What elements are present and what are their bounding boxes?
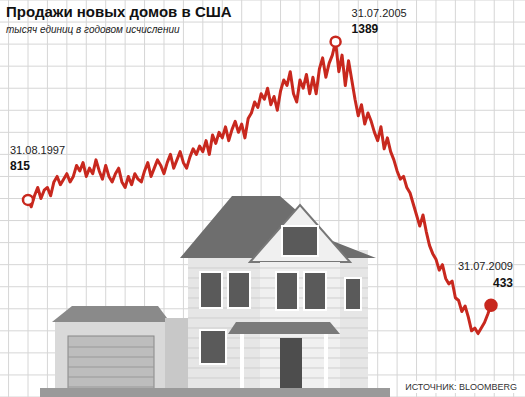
series-line — [28, 42, 491, 334]
garage-wall — [55, 322, 167, 392]
grid-line-x — [416, 0, 417, 397]
subtitle: тысяч единиц в годовом исчислении — [6, 24, 180, 35]
garage-door-line — [68, 367, 154, 368]
house-illustration — [40, 196, 390, 397]
grid-line-y — [0, 66, 525, 67]
window — [200, 330, 226, 364]
grid-line-y — [0, 0, 525, 1]
garage-door — [68, 336, 154, 392]
house-wall — [188, 250, 368, 392]
porch-post — [240, 334, 244, 392]
point-marker — [23, 195, 33, 205]
grid-line-x — [494, 0, 495, 397]
annotations: 31.08.1997 815 31.07.2005 1389 31.07.2009 433 — [10, 7, 513, 291]
siding-line — [188, 378, 368, 379]
porch-post — [324, 334, 328, 392]
garage-door-line — [68, 387, 154, 388]
grid-line-y — [0, 88, 525, 89]
grid-line-x — [455, 0, 456, 397]
value-label: 433 — [493, 276, 513, 290]
grid-line-x — [513, 0, 514, 397]
ground — [40, 388, 390, 397]
grid-line-y — [0, 44, 525, 45]
siding-line — [188, 318, 368, 319]
garage-door-line — [68, 377, 154, 378]
window — [228, 272, 250, 308]
background — [0, 0, 525, 397]
chart: 31.08.1997 815 31.07.2005 1389 31.07.2009 433… — [0, 0, 525, 397]
date-label: 31.07.2005 — [352, 7, 407, 19]
window — [304, 272, 326, 310]
title: Продажи новых домов в США — [6, 3, 232, 20]
grid-line-y — [0, 132, 525, 133]
grid — [0, 0, 525, 397]
garage-door-line — [68, 347, 154, 348]
date-label: 31.08.1997 — [10, 144, 65, 156]
point-marker — [331, 37, 341, 47]
grid-line-y — [0, 176, 525, 177]
window — [200, 272, 222, 308]
window — [345, 278, 361, 310]
siding-line — [188, 368, 368, 369]
grid-line-x — [397, 0, 398, 397]
house-connector — [165, 318, 190, 392]
gable — [250, 205, 350, 262]
plot-area — [28, 42, 491, 334]
window — [282, 226, 318, 256]
date-label: 31.07.2009 — [458, 260, 513, 272]
grid-line-y — [0, 110, 525, 111]
grid-line-y — [0, 154, 525, 155]
value-label: 1389 — [352, 22, 379, 36]
door — [280, 338, 302, 388]
garage-door-line — [68, 357, 154, 358]
siding-line — [188, 268, 368, 269]
grid-line-x — [474, 0, 475, 397]
porch-roof — [228, 322, 340, 334]
source: ИСТОЧНИК: BLOOMBERG — [405, 382, 517, 392]
grid-line-x — [377, 0, 378, 397]
garage-roof — [52, 306, 170, 322]
grid-line-y — [0, 22, 525, 23]
point-marker — [486, 300, 497, 311]
grid-line-x — [435, 0, 436, 397]
window — [276, 272, 298, 310]
source-background — [402, 381, 520, 393]
value-label: 815 — [10, 159, 30, 173]
grid-line-x — [47, 0, 48, 397]
grid-line-x — [8, 0, 9, 397]
markers — [23, 37, 497, 311]
